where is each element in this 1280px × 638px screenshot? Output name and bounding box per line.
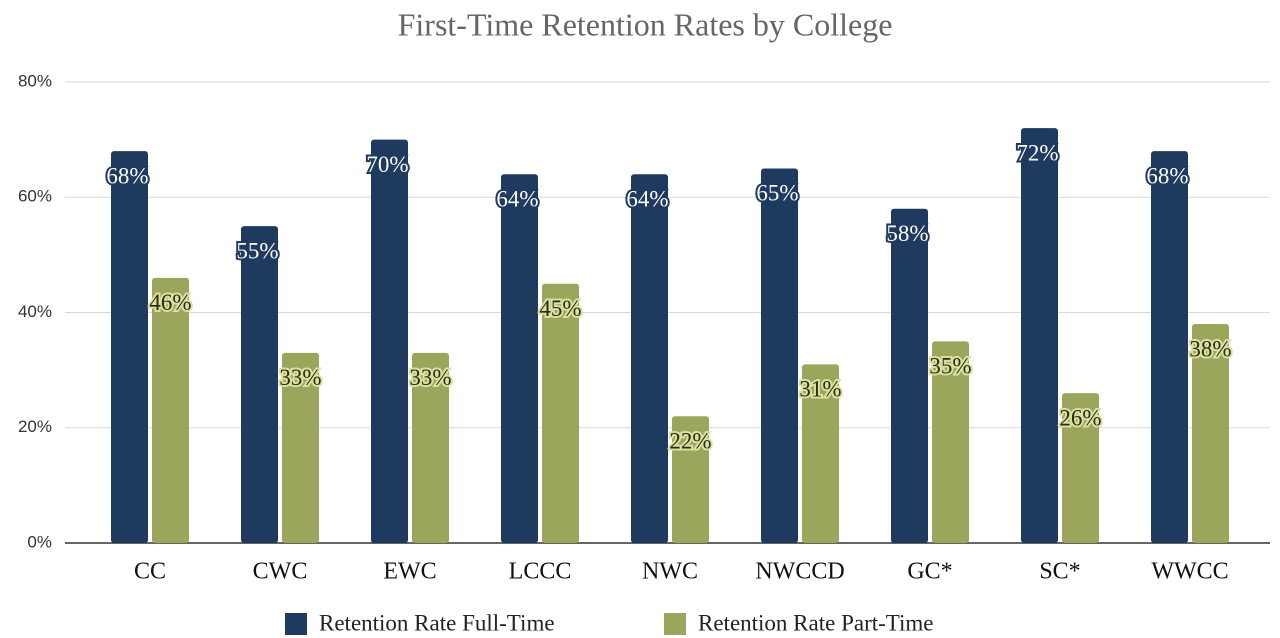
value-label: 33% xyxy=(279,365,321,390)
bar xyxy=(282,352,319,543)
bar xyxy=(761,168,798,543)
value-label: 55% xyxy=(236,238,278,263)
y-tick-label: 40% xyxy=(18,302,52,321)
bar xyxy=(111,151,148,543)
value-label: 45% xyxy=(539,296,581,321)
value-label: 68% xyxy=(106,163,148,188)
bar xyxy=(891,208,928,543)
value-label: 68% xyxy=(1146,163,1188,188)
value-label: 22% xyxy=(669,429,711,454)
bar xyxy=(152,277,189,543)
value-label: 64% xyxy=(626,186,668,211)
chart-title: First-Time Retention Rates by College xyxy=(398,6,893,42)
value-label: 33% xyxy=(409,365,451,390)
value-label: 64% xyxy=(496,186,538,211)
value-label: 72% xyxy=(1016,140,1058,165)
value-label: 38% xyxy=(1189,336,1231,361)
value-label: 31% xyxy=(799,377,841,402)
bar xyxy=(631,174,668,543)
bar xyxy=(1151,151,1188,543)
legend-swatch xyxy=(285,613,307,635)
x-tick-label: CC xyxy=(134,559,166,585)
legend-label: Retention Rate Full-Time xyxy=(319,610,555,635)
bar xyxy=(802,364,839,543)
x-tick-label: WWCC xyxy=(1151,559,1228,585)
x-tick-label: NWC xyxy=(642,559,698,585)
x-tick-label: SC* xyxy=(1039,559,1080,585)
y-tick-label: 60% xyxy=(18,187,52,206)
x-tick-label: CWC xyxy=(253,559,308,585)
value-label: 46% xyxy=(149,290,191,315)
value-label: 35% xyxy=(929,354,971,379)
x-tick-label: EWC xyxy=(383,559,436,585)
y-tick-label: 80% xyxy=(18,71,52,90)
bar xyxy=(1021,128,1058,543)
x-tick-label: NWCCD xyxy=(755,559,844,585)
value-label: 26% xyxy=(1059,405,1101,430)
value-label: 65% xyxy=(756,181,798,206)
value-label: 58% xyxy=(886,221,928,246)
y-tick-label: 0% xyxy=(27,532,52,551)
bar xyxy=(241,226,278,543)
bar xyxy=(501,174,538,543)
value-label: 70% xyxy=(366,152,408,177)
bar xyxy=(412,352,449,543)
bar xyxy=(932,341,969,543)
bar xyxy=(542,283,579,543)
y-tick-label: 20% xyxy=(18,417,52,436)
x-tick-label: LCCC xyxy=(509,559,572,585)
bar xyxy=(672,416,709,543)
bar xyxy=(1192,324,1229,543)
legend-swatch xyxy=(664,613,686,635)
bar xyxy=(1062,393,1099,543)
bar xyxy=(371,139,408,543)
legend-label: Retention Rate Part-Time xyxy=(698,610,934,635)
x-tick-label: GC* xyxy=(907,559,952,585)
